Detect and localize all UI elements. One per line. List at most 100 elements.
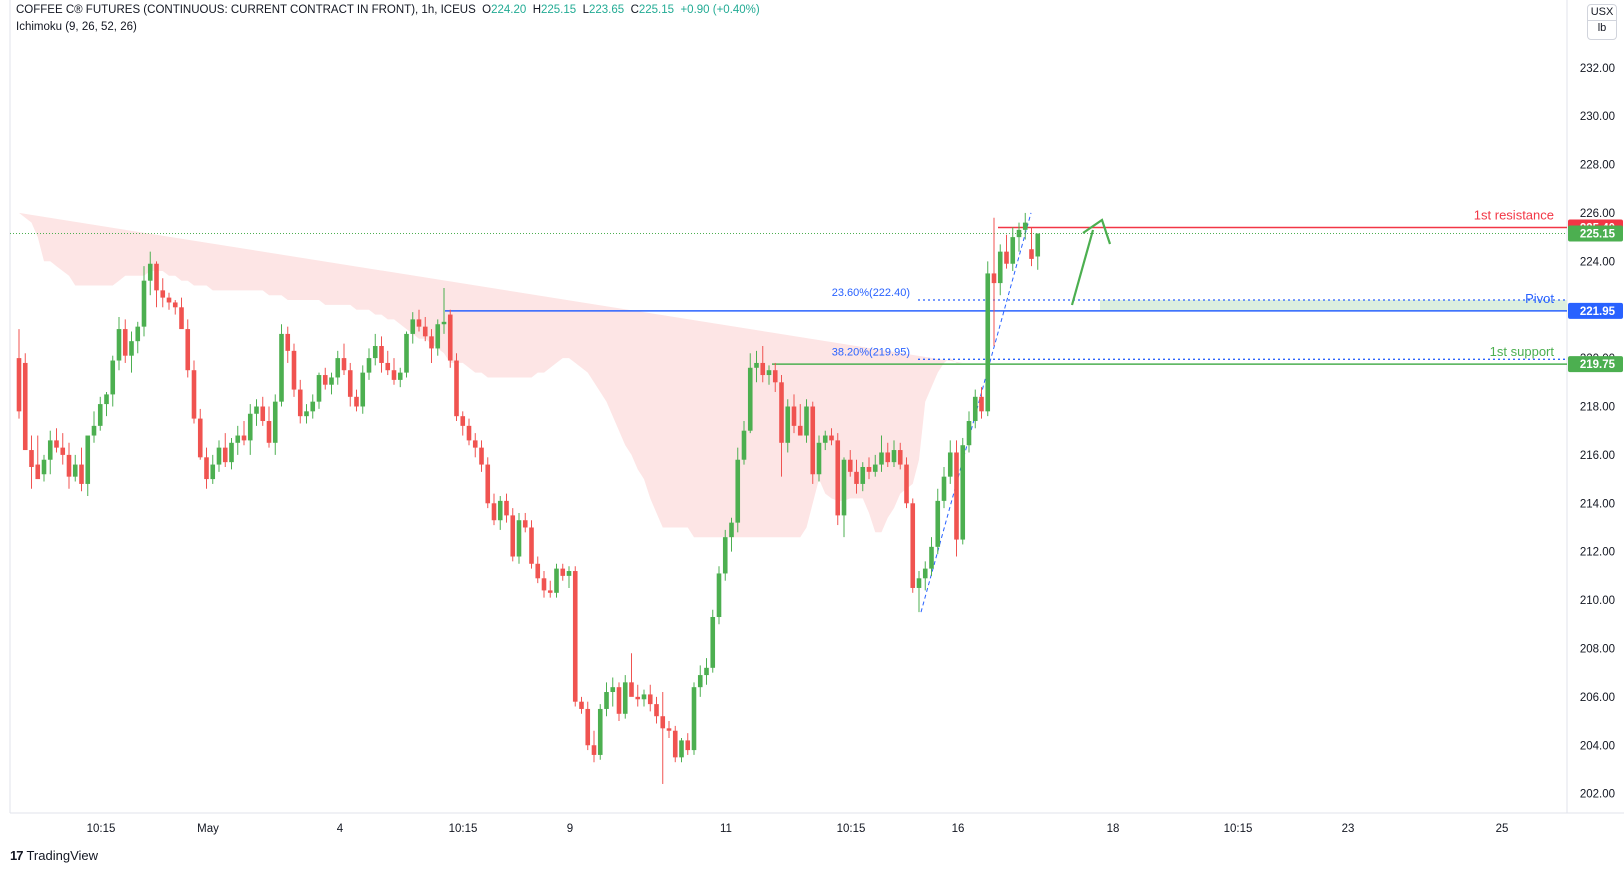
candle-body xyxy=(1004,251,1009,264)
candle-body xyxy=(672,730,678,758)
candle-body xyxy=(985,273,991,412)
candle-body xyxy=(216,447,222,465)
candle-body xyxy=(735,459,741,523)
projection-arrow-line xyxy=(1070,229,1095,306)
projection-arrow-head xyxy=(1082,218,1112,245)
candle-body xyxy=(541,578,547,591)
x-tick-label: 18 xyxy=(1107,823,1120,835)
candle-body xyxy=(616,687,622,714)
low-value: 223.65 xyxy=(588,4,625,16)
candle-body xyxy=(847,459,853,472)
candle-body xyxy=(885,452,891,463)
candle-body xyxy=(897,450,903,465)
candle-body xyxy=(47,440,53,460)
candle-body xyxy=(816,442,822,475)
fib-label: 38.20%(219.95) xyxy=(832,346,910,358)
candle-body xyxy=(479,447,484,465)
candle-body xyxy=(379,346,384,363)
candle-body xyxy=(522,520,528,528)
y-tick-label: 204.00 xyxy=(1580,740,1615,752)
candle-body xyxy=(279,333,284,402)
candle-body xyxy=(810,406,816,475)
y-tick-label: 230.00 xyxy=(1580,111,1615,123)
candle-body xyxy=(597,708,603,755)
price-tag xyxy=(1568,356,1623,373)
candle-body xyxy=(566,571,572,576)
price-tag xyxy=(1568,225,1623,242)
x-tick-label: 10:15 xyxy=(1224,823,1253,835)
candle-body xyxy=(704,667,709,676)
cloud-segment xyxy=(19,212,963,538)
candle-body xyxy=(754,362,759,368)
candle-body xyxy=(422,326,428,337)
candle-body xyxy=(366,358,372,373)
candle-body xyxy=(297,389,303,417)
candle-body xyxy=(241,435,247,441)
candle-body xyxy=(229,442,234,463)
candle-body xyxy=(610,687,616,693)
y-tick-label: 214.00 xyxy=(1580,498,1615,510)
candle-body xyxy=(622,682,628,714)
candle-body xyxy=(916,578,922,588)
candle-body xyxy=(466,425,472,441)
candle-body xyxy=(904,464,909,504)
candle-body xyxy=(260,406,266,422)
unit-selector[interactable]: USX lb xyxy=(1587,4,1617,40)
candle-body xyxy=(22,362,28,451)
y-tick-label: 224.00 xyxy=(1580,256,1615,268)
candle-body xyxy=(860,466,866,484)
candle-body xyxy=(160,290,166,298)
resistance-label: 1st resistance xyxy=(1474,207,1554,222)
candle-body xyxy=(554,568,559,593)
candle-body xyxy=(629,682,634,697)
candle-body xyxy=(872,464,878,472)
candle-body xyxy=(441,321,447,325)
candle-body xyxy=(716,573,722,618)
candle-body xyxy=(141,280,147,327)
candle-body xyxy=(372,346,378,359)
x-tick-label: 10:15 xyxy=(87,823,116,835)
price-tag-label: 225.15 xyxy=(1580,228,1616,240)
candle-body xyxy=(247,413,253,441)
candle-body xyxy=(322,375,328,385)
candle-body xyxy=(760,362,766,376)
price-tag-label: 221.95 xyxy=(1580,306,1616,318)
candle-body xyxy=(129,341,134,356)
candle-body xyxy=(454,360,459,417)
candle-body xyxy=(685,740,691,751)
candle-body xyxy=(285,333,291,351)
candle-body xyxy=(79,464,84,484)
candle-body xyxy=(979,396,984,412)
x-tick-label: 23 xyxy=(1342,823,1355,835)
pivot-zone xyxy=(1100,300,1567,311)
candle-body xyxy=(935,500,941,547)
candle-body xyxy=(91,425,97,436)
price-tag-label: 219.75 xyxy=(1580,359,1616,371)
candle-body xyxy=(772,370,778,383)
candle-body xyxy=(329,377,334,385)
candle-body xyxy=(966,421,972,446)
candle-body xyxy=(954,452,959,540)
candle-body xyxy=(54,440,59,448)
candle-body xyxy=(804,406,809,436)
unit-label[interactable]: lb xyxy=(1597,22,1607,34)
candle-body xyxy=(185,329,191,371)
candle-body xyxy=(291,350,297,390)
candle-body xyxy=(997,251,1003,284)
chart-header: COFFEE C® FUTURES (CONTINUOUS: CURRENT C… xyxy=(16,4,760,16)
tradingview-branding[interactable]: 17 TradingView xyxy=(10,848,98,863)
candle-body xyxy=(560,568,566,576)
y-tick-label: 208.00 xyxy=(1580,643,1615,655)
candle-body xyxy=(516,520,522,557)
candle-body xyxy=(785,406,791,443)
candle-body xyxy=(360,372,366,407)
high-label: H xyxy=(532,4,541,16)
y-tick-label: 216.00 xyxy=(1580,450,1615,462)
candle-body xyxy=(747,367,753,431)
indicator-legend[interactable]: Ichimoku (9, 26, 52, 26) xyxy=(16,21,137,33)
candle-body xyxy=(222,447,228,463)
x-tick-label: 4 xyxy=(337,823,344,835)
currency-label[interactable]: USX xyxy=(1588,5,1616,21)
support-label: 1st support xyxy=(1490,344,1555,359)
